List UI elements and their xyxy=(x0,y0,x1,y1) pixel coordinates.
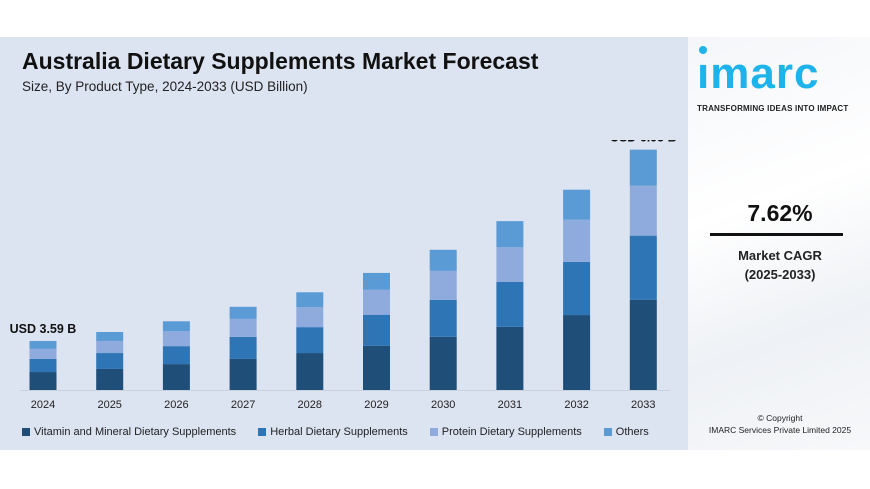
bar-segment-2027-1 xyxy=(229,336,257,359)
bar-segment-2024-2 xyxy=(29,348,57,359)
cagr-value: 7.62% xyxy=(747,200,813,226)
bar-segment-2032-3 xyxy=(563,189,591,220)
bar-segment-2026-2 xyxy=(162,331,190,347)
legend-label: Vitamin and Mineral Dietary Supplements xyxy=(34,426,237,438)
bar-segment-2033-3 xyxy=(629,149,657,186)
legend-swatch xyxy=(258,428,267,436)
copyright-line: © Copyright xyxy=(757,413,803,423)
chart-subtitle: Size, By Product Type, 2024-2033 (USD Bi… xyxy=(22,79,308,94)
x-tick-label: 2027 xyxy=(231,399,255,411)
bar-segment-2026-0 xyxy=(162,364,190,390)
bar-segment-2027-3 xyxy=(229,306,257,319)
x-tick-label: 2033 xyxy=(631,399,655,411)
legend-item: Others xyxy=(603,426,649,438)
bar-segment-2029-0 xyxy=(363,345,390,390)
legend-item: Protein Dietary Supplements xyxy=(429,426,582,438)
bar-segment-2027-2 xyxy=(229,318,257,337)
bar-segment-2031-3 xyxy=(496,221,524,248)
bar-segment-2027-0 xyxy=(229,358,257,390)
x-tick-label: 2030 xyxy=(431,399,455,411)
legend-swatch xyxy=(22,428,30,436)
stacked-bar-chart: 2024 2025 2026 2027 2028 2029 2030 2031 2032 2033… xyxy=(10,140,677,411)
bar-segment-2024-1 xyxy=(29,358,57,373)
company-line: IMARC Services Private Limited 2025 xyxy=(708,425,852,435)
cagr-label: Market CAGR (2025-2033) xyxy=(690,246,870,284)
tagline: TRANSFORMING IDEAS INTO IMPACT xyxy=(697,104,849,113)
bar-segment-2033-2 xyxy=(629,185,657,236)
cagr-label-text: Market CAGR xyxy=(738,248,822,263)
bar-segment-2025-3 xyxy=(96,331,124,341)
chart-title: Australia Dietary Supplements Market For… xyxy=(22,48,539,74)
bar-segment-2030-2 xyxy=(429,270,457,300)
x-tick-label: 2029 xyxy=(364,399,388,411)
imarc-logo: ımarc xyxy=(697,49,820,98)
bar-segment-2031-1 xyxy=(496,281,524,327)
bar-segment-2029-3 xyxy=(363,272,390,290)
legend-item: Vitamin and Mineral Dietary Supplements xyxy=(22,426,236,438)
legend-item: Herbal Dietary Supplements xyxy=(258,426,408,438)
bar-segment-2025-2 xyxy=(96,340,124,354)
total-label: USD 3.59 B xyxy=(10,322,77,336)
bar-segment-2024-0 xyxy=(29,372,57,390)
x-tick-label: 2028 xyxy=(298,399,322,411)
legend-swatch xyxy=(603,428,612,436)
cagr-period: (2025-2033) xyxy=(744,267,816,282)
bar-segment-2029-2 xyxy=(363,289,390,315)
side-panel xyxy=(688,37,870,450)
bar-segment-2031-2 xyxy=(496,247,524,282)
bar-segment-2026-1 xyxy=(162,346,190,365)
copyright: © Copyright IMARC Services Private Limite… xyxy=(690,412,870,436)
bar-segment-2033-1 xyxy=(629,235,657,300)
legend-label: Herbal Dietary Supplements xyxy=(270,426,408,438)
bar-segment-2028-0 xyxy=(296,353,324,390)
x-tick-label: 2026 xyxy=(164,399,188,411)
total-label: USD 6.95 B xyxy=(610,140,677,145)
bar-segment-2025-0 xyxy=(96,368,124,390)
x-tick-label: 2031 xyxy=(498,399,522,411)
bar-segment-2025-1 xyxy=(96,353,124,369)
x-tick-label: 2024 xyxy=(31,399,55,411)
bar-segment-2030-3 xyxy=(429,249,457,271)
bar-segment-2030-0 xyxy=(429,336,457,390)
bar-segment-2032-2 xyxy=(563,219,591,262)
bar-segment-2024-3 xyxy=(29,340,57,349)
bar-segment-2029-1 xyxy=(363,314,390,346)
legend-label: Others xyxy=(615,426,649,438)
legend: Vitamin and Mineral Dietary Supplements H… xyxy=(22,426,649,438)
bar-segment-2031-0 xyxy=(496,326,524,390)
bar-segment-2030-1 xyxy=(429,299,457,337)
x-tick-label: 2025 xyxy=(97,399,121,411)
bar-segment-2032-1 xyxy=(563,261,591,316)
bar-segment-2028-2 xyxy=(296,307,324,328)
divider xyxy=(710,233,843,236)
bar-segment-2028-3 xyxy=(296,292,324,308)
bar-segment-2026-3 xyxy=(162,321,190,332)
legend-label: Protein Dietary Supplements xyxy=(441,426,582,438)
legend-swatch xyxy=(429,428,438,436)
bar-segment-2032-0 xyxy=(563,315,591,390)
bar-segment-2033-0 xyxy=(629,299,657,390)
bar-segment-2028-1 xyxy=(296,327,324,354)
logo-dot xyxy=(699,46,707,54)
x-tick-label: 2032 xyxy=(564,399,588,411)
